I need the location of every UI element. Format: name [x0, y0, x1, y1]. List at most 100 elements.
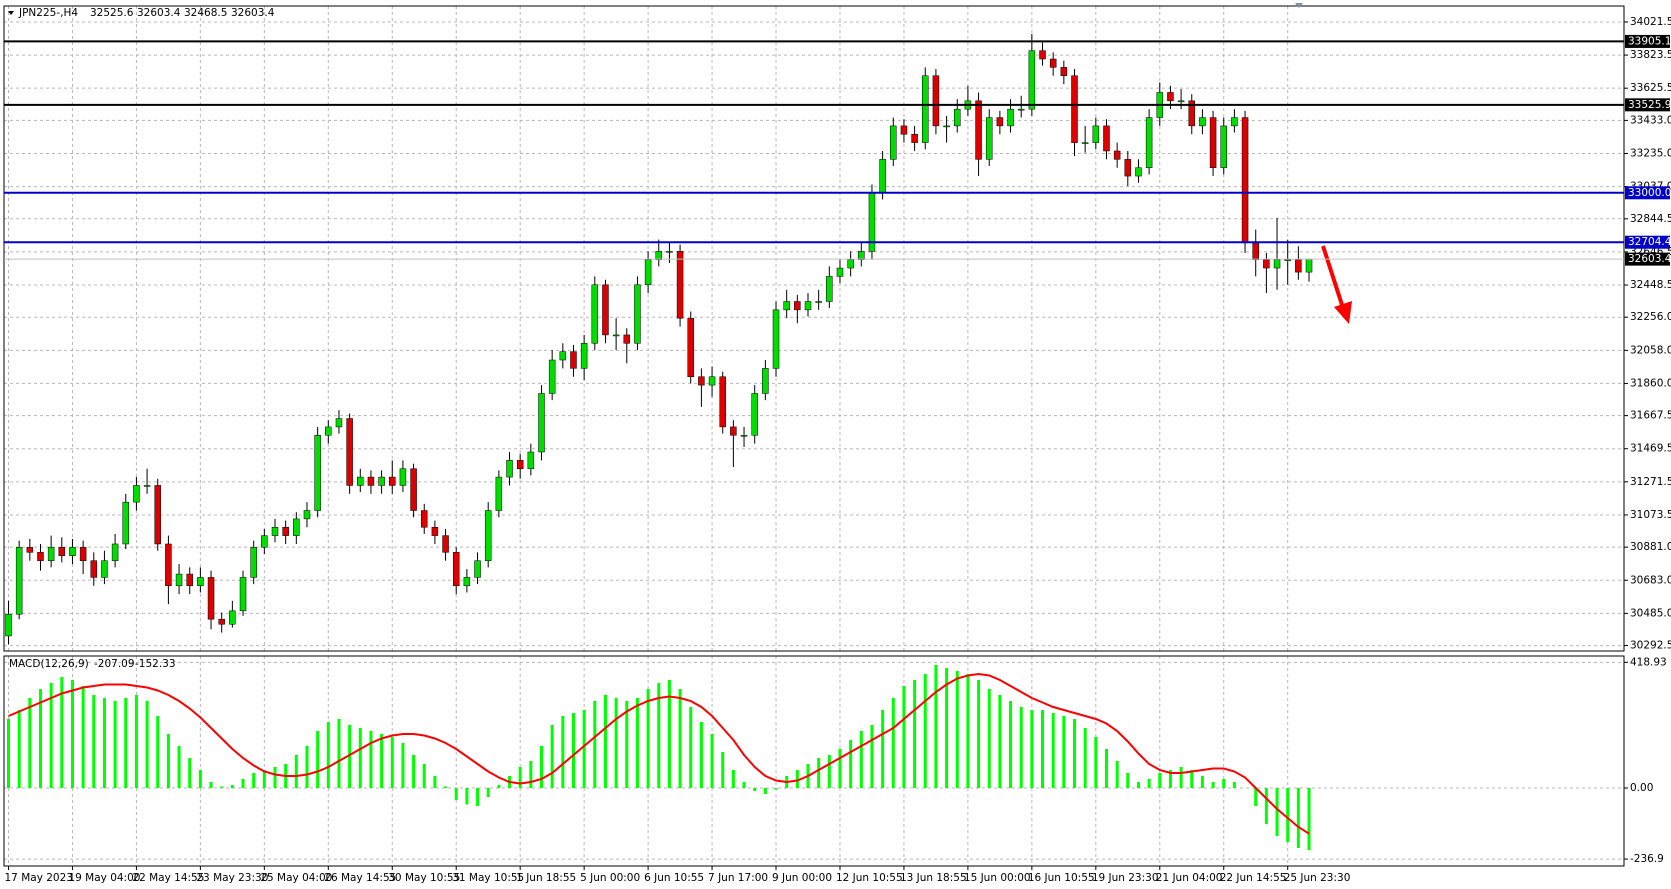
candle-body: [1103, 125, 1110, 152]
macd-bar: [1307, 788, 1311, 851]
macd-bar: [1179, 767, 1183, 788]
level-label: 33525.9: [1628, 99, 1671, 111]
macd-bar: [838, 749, 842, 788]
candle-body: [165, 543, 172, 587]
macd-bar: [603, 695, 607, 788]
candle-body: [484, 510, 492, 561]
candle-body: [922, 75, 929, 143]
macd-bar: [358, 728, 362, 788]
macd-bar: [571, 713, 575, 788]
macd-bar: [476, 788, 480, 806]
macd-bar: [614, 698, 618, 788]
macd-bar: [209, 782, 213, 788]
candle-body: [676, 251, 684, 319]
header-low: 32468.5: [184, 7, 227, 19]
candle-body: [1263, 259, 1270, 269]
level-label-box: [1625, 34, 1670, 48]
macd-bar: [134, 695, 138, 788]
macd-bar: [17, 710, 21, 788]
candle-body: [527, 451, 535, 469]
macd-bar: [28, 698, 32, 788]
macd-bar: [124, 698, 128, 788]
candle-body: [985, 117, 993, 160]
macd-bar: [721, 752, 725, 788]
x-tick-label: 23 May 23:30: [196, 872, 268, 884]
macd-bar: [955, 671, 959, 788]
macd-bar: [380, 734, 384, 788]
macd-bar: [763, 788, 767, 794]
candle-body: [207, 577, 215, 620]
level-label: 32704.4: [1628, 236, 1671, 248]
candle-body: [772, 309, 780, 369]
macd-bar: [635, 698, 639, 788]
x-tick-label: 9 Jun 00:00: [772, 872, 832, 884]
macd-bar: [1275, 788, 1279, 836]
candle-body: [1295, 259, 1302, 273]
candle-body: [303, 510, 311, 520]
macd-bar: [998, 695, 1002, 788]
candle-body: [943, 125, 950, 128]
macd-bar: [465, 788, 469, 805]
x-tick-label: 19 Jun 23:30: [1092, 872, 1159, 884]
candle-body: [239, 577, 247, 612]
y-tick-label: 31667.5: [1630, 410, 1671, 422]
x-tick-label: 30 May 10:55: [388, 872, 460, 884]
macd-bar: [390, 737, 394, 788]
x-tick-label: 19 May 04:00: [68, 872, 140, 884]
macd-bar: [1094, 737, 1098, 788]
macd-bar: [849, 740, 853, 788]
candle-body: [1081, 142, 1089, 144]
candle-body: [900, 125, 908, 135]
macd-bar: [1232, 782, 1236, 788]
level-label-box: [1625, 235, 1670, 249]
macd-bar: [305, 746, 309, 788]
candle-body: [730, 426, 737, 436]
macd-bar: [827, 755, 831, 788]
macd-bar: [1296, 788, 1300, 848]
macd-bar: [945, 668, 949, 788]
candle-body: [378, 476, 385, 486]
macd-bar: [891, 698, 895, 788]
candle-body: [58, 547, 66, 556]
macd-bar: [1030, 710, 1034, 788]
x-tick-label: 12 Jun 10:55: [836, 872, 903, 884]
macd-bar: [316, 731, 320, 788]
macd-bar: [1222, 779, 1226, 788]
candle-body: [794, 301, 801, 311]
level-label-box: [1625, 98, 1670, 112]
candle-body: [623, 334, 631, 344]
macd-bar: [966, 674, 970, 788]
macd-bar: [657, 683, 661, 788]
macd-pane-frame: [3, 655, 1625, 867]
candle-body: [431, 526, 439, 536]
macd-bar: [1115, 761, 1119, 788]
macd-bar: [102, 698, 106, 788]
candle-body: [708, 376, 716, 386]
y-tick-label: 31271.5: [1630, 476, 1671, 488]
candle-body: [1188, 100, 1196, 127]
candle-body: [111, 543, 119, 561]
candle-body: [847, 259, 854, 269]
candle-body: [826, 276, 833, 302]
macd-bar: [113, 701, 117, 788]
y-tick-label: 33823.5: [1630, 49, 1671, 61]
macd-bar: [934, 665, 938, 788]
candle-body: [218, 618, 225, 625]
macd-bar: [401, 743, 405, 788]
signal-line: [8, 672, 1310, 835]
candle-body: [1092, 125, 1100, 143]
candle-body: [548, 359, 556, 394]
macd-bar: [1041, 710, 1045, 788]
y-tick-label: 32844.5: [1630, 213, 1671, 225]
candle-body: [474, 560, 481, 578]
candle-body: [175, 573, 183, 587]
candle-body: [1177, 100, 1185, 103]
macd-bar: [262, 770, 266, 788]
macd-bar: [1211, 782, 1215, 788]
macd-bar: [753, 788, 757, 791]
candle-body: [879, 159, 886, 194]
macd-bar: [1073, 719, 1076, 788]
macd-bar: [1104, 749, 1108, 788]
candle-body: [1273, 259, 1281, 269]
candle-body: [1145, 117, 1153, 168]
